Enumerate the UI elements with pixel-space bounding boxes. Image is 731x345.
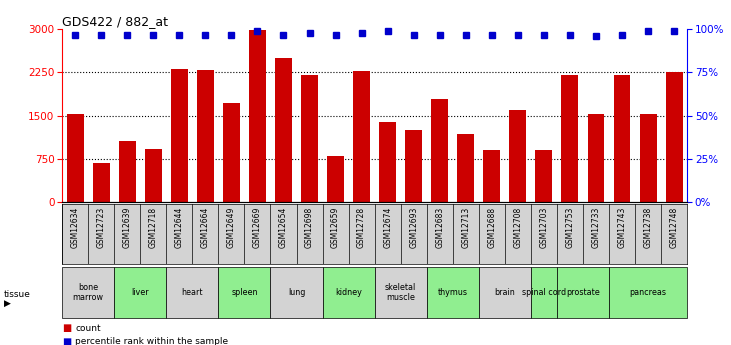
Bar [327,156,344,202]
Bar [249,30,266,202]
Text: GSM12753: GSM12753 [566,207,575,248]
Text: GSM12664: GSM12664 [201,207,210,248]
Bar [613,75,631,202]
Text: spleen: spleen [231,288,258,297]
Text: percentile rank within the sample: percentile rank within the sample [75,337,228,345]
FancyBboxPatch shape [114,267,167,318]
Text: liver: liver [132,288,149,297]
Text: GSM12708: GSM12708 [513,207,523,248]
Bar [640,115,656,202]
FancyBboxPatch shape [219,267,270,318]
Text: ▶: ▶ [4,299,10,308]
FancyBboxPatch shape [62,267,114,318]
Text: GSM12644: GSM12644 [175,207,183,248]
Text: lung: lung [288,288,306,297]
Text: bone
marrow: bone marrow [72,283,104,302]
Bar [666,72,683,202]
Text: tissue: tissue [4,290,31,299]
Text: GSM12738: GSM12738 [643,207,653,248]
Bar [223,103,240,202]
Bar [301,75,318,202]
Bar [535,150,553,202]
FancyBboxPatch shape [609,267,687,318]
Text: GSM12654: GSM12654 [279,207,288,248]
Text: GSM12743: GSM12743 [618,207,626,248]
Bar [145,149,162,202]
Text: GDS422 / 882_at: GDS422 / 882_at [62,15,168,28]
Text: prostate: prostate [566,288,600,297]
Bar [275,58,292,202]
Text: GSM12723: GSM12723 [96,207,106,248]
Text: count: count [75,324,101,333]
Text: GSM12674: GSM12674 [383,207,392,248]
Text: GSM12698: GSM12698 [305,207,314,248]
Text: GSM12688: GSM12688 [488,207,496,248]
FancyBboxPatch shape [322,267,374,318]
Text: kidney: kidney [335,288,362,297]
Text: ■: ■ [62,337,72,345]
FancyBboxPatch shape [479,267,531,318]
Text: GSM12748: GSM12748 [670,207,678,248]
Bar [93,163,110,202]
Text: GSM12669: GSM12669 [253,207,262,248]
Text: GSM12728: GSM12728 [357,207,366,248]
Text: pancreas: pancreas [629,288,667,297]
Text: GSM12713: GSM12713 [461,207,470,248]
Text: GSM12634: GSM12634 [71,207,80,248]
Bar [118,141,136,202]
Text: GSM12703: GSM12703 [539,207,548,248]
Text: GSM12733: GSM12733 [591,207,600,248]
Text: ■: ■ [62,324,72,333]
Bar [458,134,474,202]
Text: brain: brain [494,288,515,297]
FancyBboxPatch shape [531,267,557,318]
Text: GSM12683: GSM12683 [435,207,444,248]
Bar [379,122,396,202]
FancyBboxPatch shape [270,267,322,318]
Text: skeletal
muscle: skeletal muscle [385,283,416,302]
Bar [353,71,370,202]
Bar [197,70,214,202]
FancyBboxPatch shape [374,267,427,318]
Text: GSM12693: GSM12693 [409,207,418,248]
Text: GSM12639: GSM12639 [123,207,132,248]
Text: spinal cord: spinal cord [522,288,566,297]
Bar [510,110,526,202]
FancyBboxPatch shape [167,267,219,318]
Text: GSM12718: GSM12718 [149,207,158,248]
Text: GSM12649: GSM12649 [227,207,236,248]
Text: thymus: thymus [438,288,468,297]
Bar [588,114,605,202]
Text: GSM12659: GSM12659 [331,207,340,248]
FancyBboxPatch shape [557,267,609,318]
Bar [431,99,448,202]
Bar [171,69,188,202]
Bar [561,75,578,202]
Bar [483,150,500,202]
Text: heart: heart [181,288,203,297]
FancyBboxPatch shape [427,267,479,318]
Bar [405,130,423,202]
Bar [67,115,83,202]
